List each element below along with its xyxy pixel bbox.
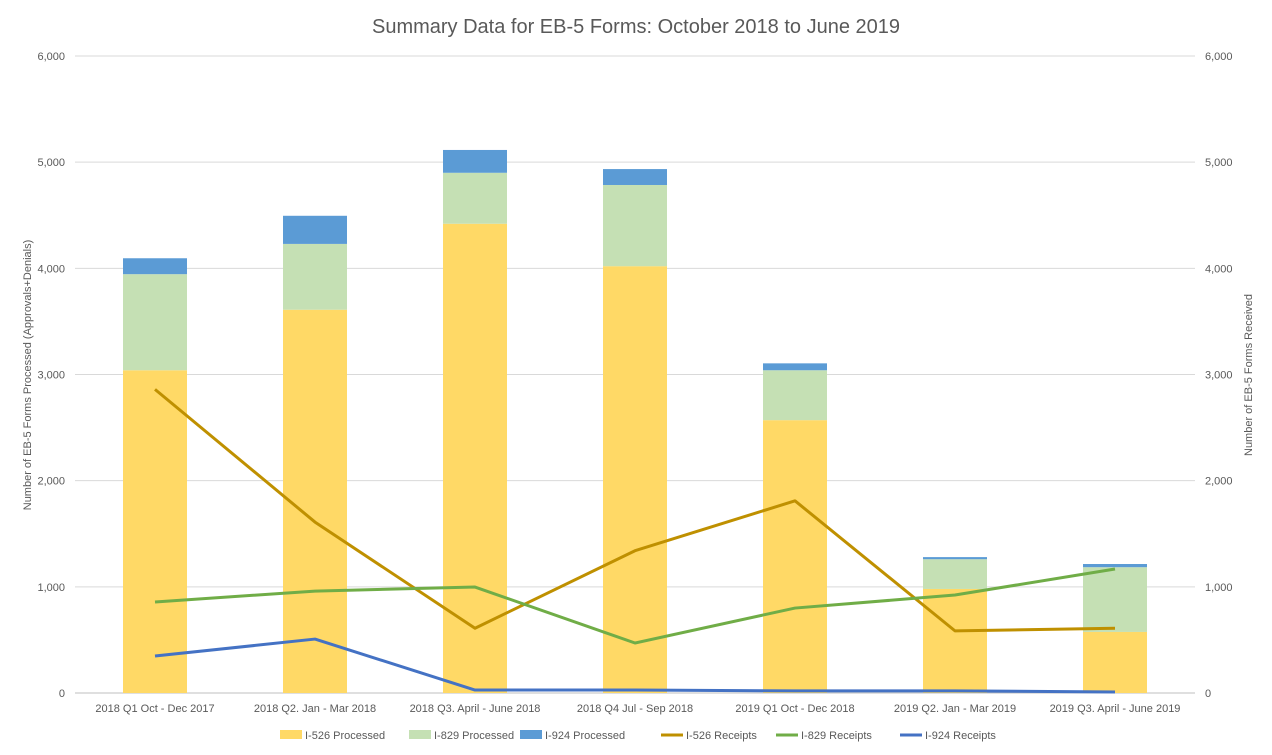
bar-i-924-processed [123, 258, 187, 275]
y2-tick-label: 4,000 [1205, 263, 1233, 275]
legend-label: I-526 Receipts [686, 730, 757, 742]
legend-swatch [280, 730, 302, 739]
y-tick-label: 4,000 [37, 263, 65, 275]
y2-tick-label: 5,000 [1205, 157, 1233, 169]
bar-i-924-processed [603, 169, 667, 185]
bar-i-526-processed [923, 588, 987, 693]
y-tick-label: 2,000 [37, 476, 65, 488]
line-i-526-receipts [154, 388, 1116, 633]
x-tick-label: 2018 Q4 Jul - Sep 2018 [577, 703, 693, 715]
x-tick-label: 2019 Q1 Oct - Dec 2018 [735, 703, 854, 715]
x-tick-label: 2018 Q2. Jan - Mar 2018 [254, 703, 376, 715]
y2-tick-label: 1,000 [1205, 582, 1233, 594]
bar-i-829-processed [283, 243, 347, 310]
bar-i-526-processed [763, 420, 827, 693]
bar-i-829-processed [603, 184, 667, 267]
y2-tick-label: 2,000 [1205, 476, 1233, 488]
y2-tick-label: 3,000 [1205, 370, 1233, 382]
y-tick-label: 6,000 [37, 51, 65, 63]
bar-i-829-processed [443, 172, 507, 224]
y2-axis-label: Number of EB-5 Forms Received [1243, 294, 1255, 456]
bar-i-829-processed [1083, 567, 1147, 632]
y2-tick-label: 0 [1205, 688, 1211, 700]
chart-title: Summary Data for EB-5 Forms: October 201… [372, 16, 900, 38]
legend-label: I-924 Processed [545, 730, 625, 742]
x-tick-label: 2018 Q3. April - June 2018 [410, 703, 541, 715]
y-axis-label: Number of EB-5 Forms Processed (Approval… [22, 240, 34, 511]
bar-i-924-processed [1083, 564, 1147, 568]
legend-swatch [409, 730, 431, 739]
bar-i-829-processed [763, 370, 827, 421]
y2-tick-label: 6,000 [1205, 51, 1233, 63]
bar-i-924-processed [923, 557, 987, 560]
bar-i-924-processed [443, 149, 507, 173]
bar-i-526-processed [443, 223, 507, 693]
x-tick-label: 2019 Q2. Jan - Mar 2019 [894, 703, 1016, 715]
legend-label: I-829 Receipts [801, 730, 872, 742]
bar-i-526-processed [283, 309, 347, 693]
x-tick-label: 2018 Q1 Oct - Dec 2017 [95, 703, 214, 715]
line-i-924-receipts [154, 637, 1116, 694]
bar-i-829-processed [123, 274, 187, 371]
y-tick-label: 5,000 [37, 157, 65, 169]
y-tick-label: 3,000 [37, 370, 65, 382]
bar-i-924-processed [283, 215, 347, 244]
bar-i-829-processed [923, 559, 987, 589]
line-i-829-receipts [154, 567, 1116, 645]
x-tick-label: 2019 Q3. April - June 2019 [1050, 703, 1181, 715]
bar-i-526-processed [603, 266, 667, 693]
y-tick-label: 1,000 [37, 582, 65, 594]
bar-i-526-processed [123, 370, 187, 693]
bar-i-924-processed [763, 363, 827, 371]
legend-label: I-829 Processed [434, 730, 514, 742]
bar-i-526-processed [1083, 631, 1147, 693]
y-tick-label: 0 [59, 688, 65, 700]
legend-label: I-924 Receipts [925, 730, 996, 742]
legend-swatch [520, 730, 542, 739]
legend-label: I-526 Processed [305, 730, 385, 742]
